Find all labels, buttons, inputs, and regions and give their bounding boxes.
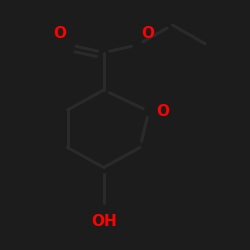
Text: O: O <box>141 26 154 41</box>
Text: OH: OH <box>91 214 116 229</box>
Text: O: O <box>53 26 66 41</box>
Text: O: O <box>156 104 169 119</box>
